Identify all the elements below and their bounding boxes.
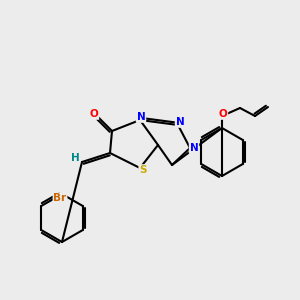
Text: O: O [219,109,227,119]
Text: H: H [70,153,80,163]
Text: N: N [176,117,184,127]
Text: O: O [90,109,98,119]
Text: Br: Br [53,193,67,203]
Text: N: N [136,112,146,122]
Text: S: S [139,165,147,175]
Text: N: N [190,143,198,153]
